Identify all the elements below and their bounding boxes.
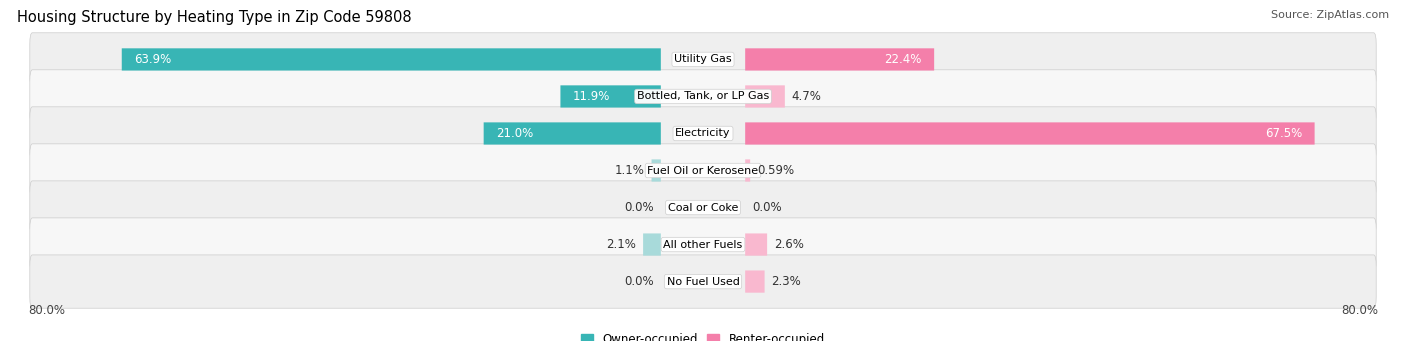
FancyBboxPatch shape — [30, 33, 1376, 86]
Text: 63.9%: 63.9% — [135, 53, 172, 66]
FancyBboxPatch shape — [745, 234, 768, 256]
Text: All other Fuels: All other Fuels — [664, 239, 742, 250]
FancyBboxPatch shape — [30, 255, 1376, 308]
Text: 2.1%: 2.1% — [606, 238, 637, 251]
FancyBboxPatch shape — [745, 270, 765, 293]
Text: 2.3%: 2.3% — [772, 275, 801, 288]
Text: 0.0%: 0.0% — [752, 201, 782, 214]
FancyBboxPatch shape — [30, 218, 1376, 271]
FancyBboxPatch shape — [30, 107, 1376, 160]
FancyBboxPatch shape — [484, 122, 661, 145]
FancyBboxPatch shape — [745, 85, 785, 107]
Text: Electricity: Electricity — [675, 129, 731, 138]
Text: 0.0%: 0.0% — [624, 201, 654, 214]
Text: Bottled, Tank, or LP Gas: Bottled, Tank, or LP Gas — [637, 91, 769, 102]
Text: 80.0%: 80.0% — [28, 304, 65, 317]
Text: 22.4%: 22.4% — [884, 53, 921, 66]
Text: 21.0%: 21.0% — [496, 127, 533, 140]
Text: No Fuel Used: No Fuel Used — [666, 277, 740, 286]
Text: 0.0%: 0.0% — [624, 275, 654, 288]
FancyBboxPatch shape — [30, 181, 1376, 234]
FancyBboxPatch shape — [745, 159, 751, 182]
FancyBboxPatch shape — [561, 85, 661, 107]
FancyBboxPatch shape — [30, 144, 1376, 197]
Text: Coal or Coke: Coal or Coke — [668, 203, 738, 212]
Text: 1.1%: 1.1% — [614, 164, 645, 177]
Text: 2.6%: 2.6% — [773, 238, 804, 251]
FancyBboxPatch shape — [651, 159, 661, 182]
FancyBboxPatch shape — [745, 48, 934, 71]
Text: 67.5%: 67.5% — [1265, 127, 1302, 140]
Text: Housing Structure by Heating Type in Zip Code 59808: Housing Structure by Heating Type in Zip… — [17, 10, 412, 25]
Text: 4.7%: 4.7% — [792, 90, 821, 103]
Text: Utility Gas: Utility Gas — [675, 55, 731, 64]
FancyBboxPatch shape — [643, 234, 661, 256]
FancyBboxPatch shape — [745, 122, 1315, 145]
Text: 0.59%: 0.59% — [756, 164, 794, 177]
Text: 11.9%: 11.9% — [574, 90, 610, 103]
Text: 80.0%: 80.0% — [1341, 304, 1378, 317]
Text: Source: ZipAtlas.com: Source: ZipAtlas.com — [1271, 10, 1389, 20]
Legend: Owner-occupied, Renter-occupied: Owner-occupied, Renter-occupied — [576, 329, 830, 341]
FancyBboxPatch shape — [30, 70, 1376, 123]
FancyBboxPatch shape — [122, 48, 661, 71]
Text: Fuel Oil or Kerosene: Fuel Oil or Kerosene — [647, 165, 759, 176]
